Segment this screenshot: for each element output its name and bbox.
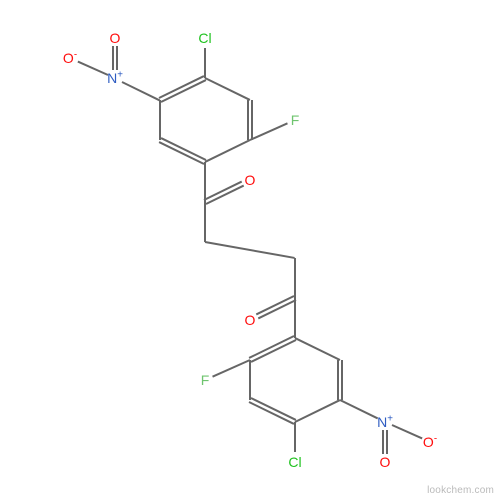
bond-line <box>294 298 296 338</box>
bond-line <box>159 75 205 99</box>
bond-line <box>256 295 295 315</box>
bond-line <box>250 122 288 141</box>
bond-line <box>159 141 205 165</box>
bond-line <box>295 337 341 361</box>
bond-line <box>249 335 295 359</box>
bond-line <box>204 162 206 202</box>
bond-line <box>294 258 296 298</box>
atom-O5: O <box>380 455 391 469</box>
bond-line <box>382 430 384 454</box>
bond-line <box>212 359 250 378</box>
bond-line <box>249 360 251 400</box>
atom-N1: N+ <box>107 71 123 85</box>
atom-O2: O- <box>63 51 77 65</box>
molecule-canvas: O O- N+ Cl F O O F Cl N+ O O- lookchem.com <box>0 0 500 500</box>
bond-line <box>205 77 251 101</box>
bond-line <box>77 60 108 75</box>
bond-line <box>247 100 249 140</box>
bond-line <box>249 401 295 425</box>
bond-line <box>337 360 339 400</box>
bond-line <box>116 46 118 70</box>
bond-line <box>160 137 206 161</box>
bond-line <box>112 46 114 70</box>
bond-line <box>160 79 206 103</box>
atom-O3: O <box>245 173 256 187</box>
bond-line <box>392 424 423 439</box>
bond-line <box>250 397 296 421</box>
bond-line <box>159 100 161 140</box>
bond-line <box>204 48 206 78</box>
bond-line <box>295 399 341 423</box>
atom-O4: O <box>245 313 256 327</box>
bond-line <box>294 422 296 452</box>
watermark-label: lookchem.com <box>427 485 494 496</box>
bond-line <box>204 181 243 201</box>
atom-N2: N+ <box>377 415 393 429</box>
bond-line <box>205 139 251 163</box>
bond-line <box>250 339 296 363</box>
atom-F2: F <box>201 373 210 387</box>
atom-O6: O- <box>423 435 437 449</box>
bond-line <box>204 202 206 242</box>
bond-line <box>205 241 295 259</box>
atom-Cl2: Cl <box>288 455 301 469</box>
bond-line <box>341 360 343 400</box>
bond-line <box>340 399 379 419</box>
bond-line <box>122 81 161 101</box>
atom-F1: F <box>291 113 300 127</box>
atom-O1: O <box>110 31 121 45</box>
atom-Cl1: Cl <box>198 31 211 45</box>
bond-line <box>386 430 388 454</box>
bond-line <box>251 100 253 140</box>
